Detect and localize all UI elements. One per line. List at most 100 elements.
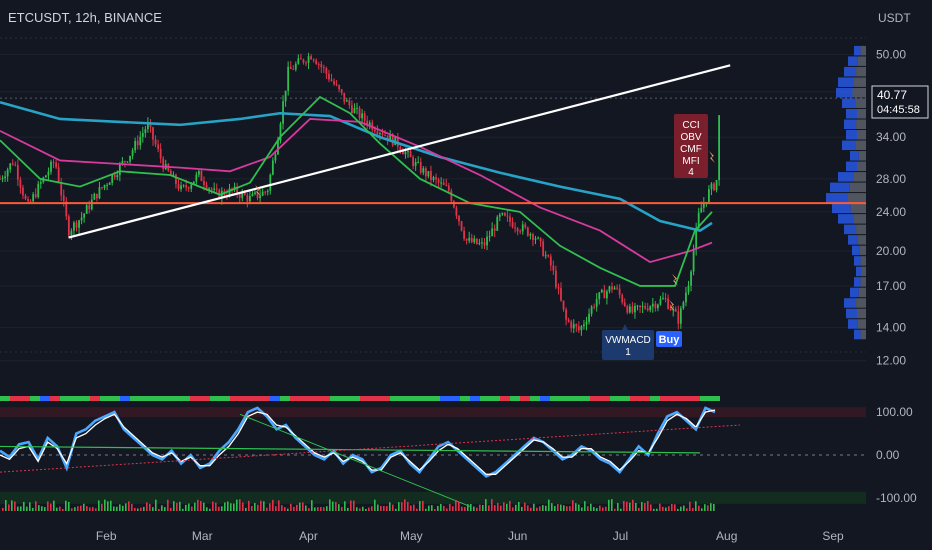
volume-histogram-bar [407, 502, 409, 511]
status-strip-segment [650, 396, 660, 401]
candle-body [455, 207, 458, 216]
status-strip-segment [330, 396, 340, 401]
trend-line[interactable] [68, 64, 731, 239]
candle-body [498, 214, 501, 217]
volume-histogram-bar [299, 502, 301, 511]
volume-histogram-bar [2, 507, 4, 511]
volume-histogram-bar [260, 500, 262, 511]
volume-histogram-bar [380, 505, 382, 511]
candle-body [404, 152, 407, 155]
volume-histogram-bar [500, 505, 502, 511]
volume-profile [826, 45, 866, 340]
currency-label: USDT [878, 11, 911, 25]
status-strip-segment [30, 396, 40, 401]
volume-histogram-bar [572, 500, 574, 511]
candle-body [447, 185, 450, 191]
candle-body [621, 294, 624, 303]
volume-histogram-bar [47, 501, 49, 511]
price-axis-label: 28.00 [876, 172, 906, 186]
time-axis-label: Sep [822, 529, 844, 543]
candle-body [460, 221, 463, 231]
volume-histogram-bar [377, 504, 379, 511]
candle-body [445, 184, 448, 186]
volume-histogram-bar [644, 503, 646, 511]
signal-line-5: 4 [688, 167, 694, 178]
volume-histogram-bar [179, 501, 181, 511]
candle-body [623, 302, 626, 307]
candle-body [450, 190, 453, 202]
price-axis-label: 50.00 [876, 47, 906, 61]
candle-body [682, 302, 685, 309]
volume-histogram-bar [149, 503, 151, 511]
volume-histogram-bar [158, 508, 160, 511]
candle-body [305, 62, 307, 64]
volume-histogram-bar [440, 503, 442, 511]
status-strip-segment [410, 396, 420, 401]
volume-histogram-bar [53, 500, 55, 511]
price-axis[interactable]: 50.0042.0034.0028.0024.0020.0017.0014.00… [876, 47, 906, 367]
candle-body [126, 161, 129, 163]
candle-body [649, 306, 652, 311]
volume-histogram-bar [479, 504, 481, 511]
volume-histogram-bar [404, 499, 406, 511]
status-strip-segment [0, 396, 10, 401]
candle-body [322, 67, 325, 69]
volume-histogram-bar [431, 505, 433, 511]
volume-histogram-bar [191, 506, 193, 511]
candle-body [391, 134, 394, 146]
volume-histogram-bar [14, 501, 16, 511]
volume-histogram-bar [281, 505, 283, 511]
status-strip-segment [190, 396, 200, 401]
candle-body [491, 228, 494, 237]
candle-body [108, 182, 111, 185]
volume-histogram-bar [188, 503, 190, 511]
volume-histogram-bar [566, 506, 568, 511]
candle-body [654, 303, 657, 309]
volume-histogram-bar [263, 501, 265, 511]
status-strip-segment [430, 396, 440, 401]
volume-histogram-bar [617, 502, 619, 511]
volume-histogram-bar [305, 505, 307, 511]
volume-histogram-bar [494, 505, 496, 511]
volume-histogram-bar [248, 500, 250, 511]
candle-body [187, 187, 190, 189]
volume-histogram-bar [662, 506, 664, 511]
candle-body [177, 184, 180, 190]
candle-body [192, 181, 195, 185]
candle-body [124, 161, 126, 163]
volume-histogram-bar [521, 506, 523, 511]
volume-profile-bar-up [850, 151, 859, 161]
candle-body [695, 228, 698, 250]
status-strip-segment [280, 396, 290, 401]
volume-histogram-bar [473, 506, 475, 511]
volume-histogram-bar [539, 506, 541, 511]
volume-histogram-bar [578, 504, 580, 511]
status-strip-segment [640, 396, 650, 401]
candle-body [185, 185, 188, 188]
time-axis[interactable]: Feb Mar Apr May Jun Jul Aug Sep [96, 529, 844, 543]
volume-histogram-bar [233, 503, 235, 511]
volume-histogram-bar [626, 501, 628, 511]
candle-body [458, 215, 460, 222]
volume-histogram-bar [230, 503, 232, 511]
volume-histogram-bar [218, 506, 220, 511]
volume-histogram-bar [245, 507, 247, 511]
status-strip-segment [620, 396, 630, 401]
candle-body [516, 228, 519, 232]
volume-histogram-bar [689, 501, 691, 511]
volume-histogram-bar [698, 505, 700, 511]
volume-profile-bar-down [860, 45, 866, 56]
candle-body [509, 216, 511, 222]
candle-body [144, 129, 147, 134]
candle-body [338, 85, 341, 90]
candle-body [595, 299, 598, 307]
volume-histogram-bar [551, 503, 553, 511]
candle-body [570, 321, 573, 329]
candle-body [562, 300, 565, 310]
time-axis-label: Feb [96, 529, 117, 543]
candle-body [577, 326, 580, 331]
candle-body [243, 192, 246, 196]
signal-line-2: OBV [680, 132, 701, 143]
candle-body [544, 255, 547, 257]
